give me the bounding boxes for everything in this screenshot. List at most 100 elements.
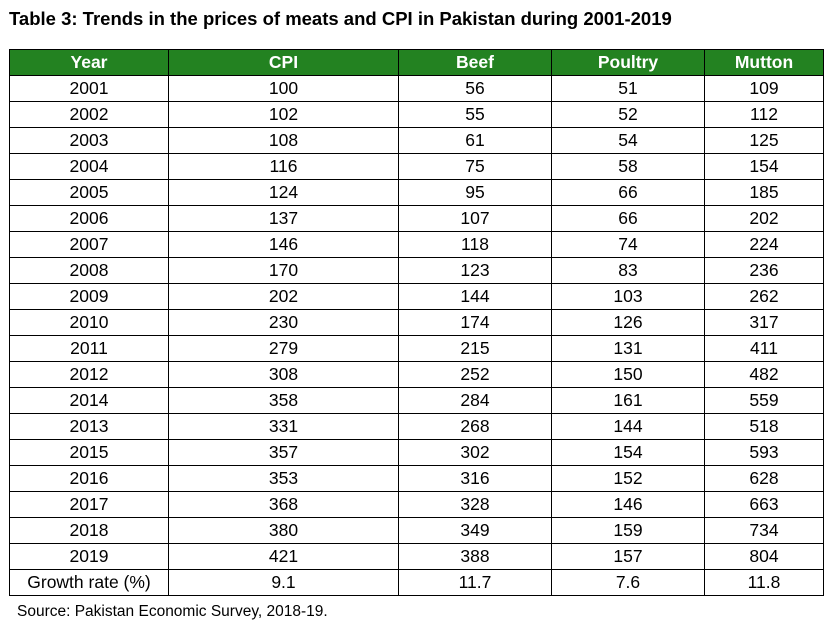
cell-cpi: 380 xyxy=(168,517,399,544)
cell-year: 2013 xyxy=(9,413,169,440)
table-header: Year CPI Beef Poultry Mutton xyxy=(9,49,824,76)
cell-mutton: 593 xyxy=(704,439,824,466)
cell-cpi: 279 xyxy=(168,335,399,362)
table-row: 2004 116 75 58 154 xyxy=(9,153,824,180)
cell-cpi: 358 xyxy=(168,387,399,414)
cell-mutton: 109 xyxy=(704,75,824,102)
cell-year: 2008 xyxy=(9,257,169,284)
cell-beef: 302 xyxy=(398,439,552,466)
cell-beef: 95 xyxy=(398,179,552,206)
cell-cpi: 368 xyxy=(168,491,399,518)
cell-poultry: 154 xyxy=(551,439,705,466)
table-row: 2017 368 328 146 663 xyxy=(9,491,824,518)
table-row: 2002 102 55 52 112 xyxy=(9,101,824,128)
cell-year: 2018 xyxy=(9,517,169,544)
cell-year: 2009 xyxy=(9,283,169,310)
cell-year: 2004 xyxy=(9,153,169,180)
table-row: 2014 358 284 161 559 xyxy=(9,387,824,414)
cell-cpi: 116 xyxy=(168,153,399,180)
cell-year: 2007 xyxy=(9,231,169,258)
table-row: 2016 353 316 152 628 xyxy=(9,465,824,492)
cell-beef: 284 xyxy=(398,387,552,414)
cell-mutton: 262 xyxy=(704,283,824,310)
cell-cpi: 357 xyxy=(168,439,399,466)
table-title: Table 3: Trends in the prices of meats a… xyxy=(9,8,672,29)
cell-beef: 215 xyxy=(398,335,552,362)
cell-poultry: 58 xyxy=(551,153,705,180)
cell-mutton: 236 xyxy=(704,257,824,284)
cell-mutton: 154 xyxy=(704,153,824,180)
cell-mutton: 224 xyxy=(704,231,824,258)
cell-poultry: 103 xyxy=(551,283,705,310)
table-row: 2018 380 349 159 734 xyxy=(9,517,824,544)
cell-cpi: 170 xyxy=(168,257,399,284)
cell-poultry: 83 xyxy=(551,257,705,284)
cell-cpi: 137 xyxy=(168,205,399,232)
cell-mutton: 628 xyxy=(704,465,824,492)
cell-mutton: 482 xyxy=(704,361,824,388)
cell-year: 2005 xyxy=(9,179,169,206)
cell-poultry: 51 xyxy=(551,75,705,102)
cell-beef: 75 xyxy=(398,153,552,180)
cell-poultry: 54 xyxy=(551,127,705,154)
cell-mutton: 804 xyxy=(704,543,824,570)
cell-year: 2017 xyxy=(9,491,169,518)
table-row: 2012 308 252 150 482 xyxy=(9,361,824,388)
cell-year: 2003 xyxy=(9,127,169,154)
cell-poultry: 52 xyxy=(551,101,705,128)
table-row: 2010 230 174 126 317 xyxy=(9,309,824,336)
cell-beef: 144 xyxy=(398,283,552,310)
cell-year: 2010 xyxy=(9,309,169,336)
cell-year: 2014 xyxy=(9,387,169,414)
cell-poultry: 66 xyxy=(551,179,705,206)
cell-poultry: 7.6 xyxy=(551,569,705,596)
cell-mutton: 411 xyxy=(704,335,824,362)
cell-beef: 55 xyxy=(398,101,552,128)
cell-cpi: 421 xyxy=(168,543,399,570)
cell-beef: 388 xyxy=(398,543,552,570)
cell-year: Growth rate (%) xyxy=(9,569,169,596)
cell-cpi: 108 xyxy=(168,127,399,154)
cell-cpi: 202 xyxy=(168,283,399,310)
cell-mutton: 518 xyxy=(704,413,824,440)
header-cell-year: Year xyxy=(9,49,169,76)
cell-beef: 107 xyxy=(398,205,552,232)
cell-beef: 252 xyxy=(398,361,552,388)
cell-year: 2015 xyxy=(9,439,169,466)
cell-year: 2016 xyxy=(9,465,169,492)
cell-beef: 118 xyxy=(398,231,552,258)
cell-beef: 56 xyxy=(398,75,552,102)
cell-poultry: 146 xyxy=(551,491,705,518)
cell-poultry: 161 xyxy=(551,387,705,414)
header-cell-mutton: Mutton xyxy=(704,49,824,76)
cell-beef: 349 xyxy=(398,517,552,544)
cell-mutton: 559 xyxy=(704,387,824,414)
table-row: 2008 170 123 83 236 xyxy=(9,257,824,284)
cell-beef: 11.7 xyxy=(398,569,552,596)
table-row: 2001 100 56 51 109 xyxy=(9,75,824,102)
cell-cpi: 124 xyxy=(168,179,399,206)
cell-cpi: 230 xyxy=(168,309,399,336)
header-cell-poultry: Poultry xyxy=(551,49,705,76)
cell-year: 2002 xyxy=(9,101,169,128)
cell-mutton: 202 xyxy=(704,205,824,232)
table-row: 2015 357 302 154 593 xyxy=(9,439,824,466)
table-row: 2009 202 144 103 262 xyxy=(9,283,824,310)
cell-year: 2019 xyxy=(9,543,169,570)
cell-year: 2011 xyxy=(9,335,169,362)
cell-poultry: 66 xyxy=(551,205,705,232)
cell-cpi: 100 xyxy=(168,75,399,102)
header-row: Year CPI Beef Poultry Mutton xyxy=(9,49,824,76)
cell-poultry: 126 xyxy=(551,309,705,336)
source-note: Source: Pakistan Economic Survey, 2018-1… xyxy=(17,603,328,620)
cell-beef: 174 xyxy=(398,309,552,336)
header-cell-beef: Beef xyxy=(398,49,552,76)
table-row: 2003 108 61 54 125 xyxy=(9,127,824,154)
table-row: 2011 279 215 131 411 xyxy=(9,335,824,362)
cell-cpi: 331 xyxy=(168,413,399,440)
table-row: 2007 146 118 74 224 xyxy=(9,231,824,258)
cell-year: 2006 xyxy=(9,205,169,232)
cell-poultry: 152 xyxy=(551,465,705,492)
cell-mutton: 125 xyxy=(704,127,824,154)
cell-poultry: 131 xyxy=(551,335,705,362)
